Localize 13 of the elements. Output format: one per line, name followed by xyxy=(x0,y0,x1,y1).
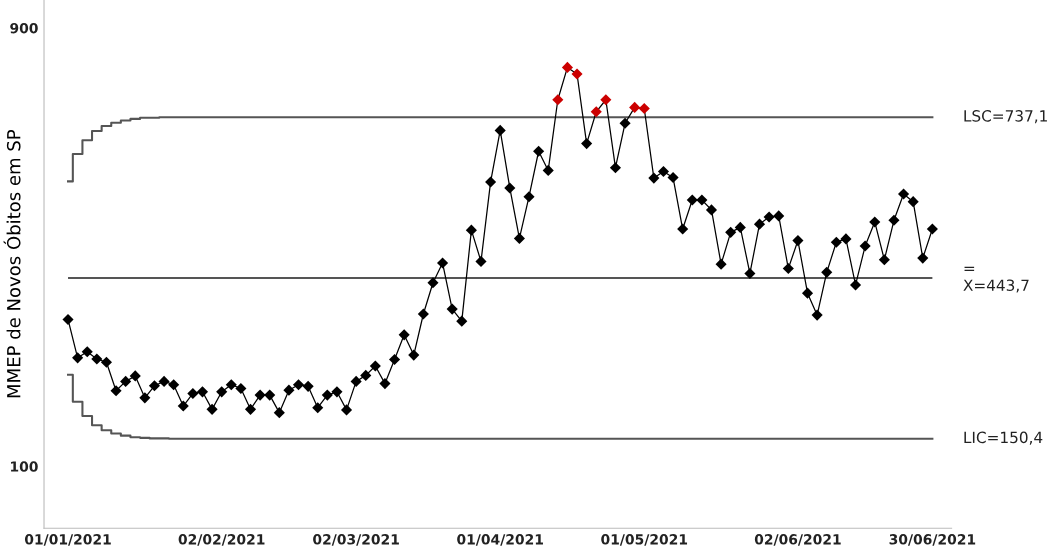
x-tick-label: 01/05/2021 xyxy=(601,534,688,546)
y-axis-title: MMEP de Novos Óbitos em SP xyxy=(3,129,21,398)
x-tick-label: 02/02/2021 xyxy=(178,534,265,546)
annotation: LIC=150,4 xyxy=(964,431,1043,445)
x-tick-label: 01/04/2021 xyxy=(457,534,543,546)
x-tick-label: 30/06/2021 xyxy=(889,534,976,546)
x-tick-label: 02/06/2021 xyxy=(754,534,841,546)
x-tick-label: 02/03/2021 xyxy=(313,534,399,546)
ref-line-label: = X=443,7 xyxy=(963,266,1029,293)
y-tick-label: 900 xyxy=(10,22,38,34)
annotation: LSC=737,1 xyxy=(964,110,1047,124)
x-tick-label: 01/01/2021 xyxy=(24,534,111,546)
y-tick-label: 100 xyxy=(11,461,38,472)
